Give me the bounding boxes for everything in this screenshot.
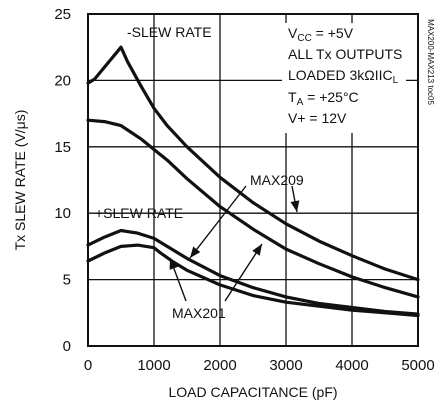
max209-arrow-left-head [190,246,201,258]
condition-outputs: ALL Tx OUTPUTS [288,46,402,62]
neg-slew-rate-label: -SLEW RATE [127,24,212,40]
max201-label: MAX201 [172,305,226,321]
series-line-3 [86,228,420,316]
series-line-2 [86,118,420,299]
condition-load: LOADED 3kΩIICL [288,67,399,86]
max209-label: MAX209 [250,172,304,188]
test-conditions: VCC = +5V ALL Tx OUTPUTS LOADED 3kΩIICL … [282,23,406,133]
pos-slew-rate-label: +SLEW RATE [95,205,183,221]
data-curves [86,45,420,318]
annotation-arrows [169,185,300,302]
max201-arrow-left-head [169,258,179,270]
x-tick-label: 5000 [401,357,434,374]
x-tick-label: 0 [84,357,92,374]
y-tick-label: 5 [63,272,71,289]
x-tick-label: 1000 [137,357,170,374]
x-tick-label: 4000 [335,357,368,374]
max201-arrow-right-line [224,243,263,302]
plot-frame [87,13,419,347]
tick-labels: 0 1000 2000 3000 4000 5000 0 5 10 15 20 25 [54,6,434,374]
max201-arrow-right-head [252,244,262,256]
condition-temperature: TA = +25°C [288,89,359,108]
y-tick-label: 20 [54,72,71,89]
max209-arrow-right-head [290,200,300,212]
conditions-backdrop [282,23,406,133]
y-tick-label: 0 [63,338,71,355]
y-tick-label: 10 [54,205,71,222]
x-axis-title: LOAD CAPACITANCE (pF) [168,384,337,400]
y-tick-label: 25 [54,6,71,23]
condition-vplus: V+ = 12V [288,110,347,126]
y-tick-label: 15 [54,139,71,156]
max209-arrow-left-line [189,185,247,259]
figure-id: MAX200-MAX213 toc05 [426,19,435,105]
series-line-4 [86,243,420,318]
x-tick-label: 2000 [203,357,236,374]
y-axis-title: Tx SLEW RATE (V/μs) [12,110,28,251]
series-line-1 [86,45,420,282]
x-tick-label: 3000 [269,357,302,374]
